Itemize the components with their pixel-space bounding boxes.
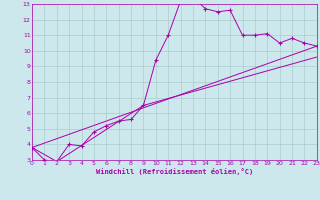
X-axis label: Windchill (Refroidissement éolien,°C): Windchill (Refroidissement éolien,°C): [96, 168, 253, 175]
